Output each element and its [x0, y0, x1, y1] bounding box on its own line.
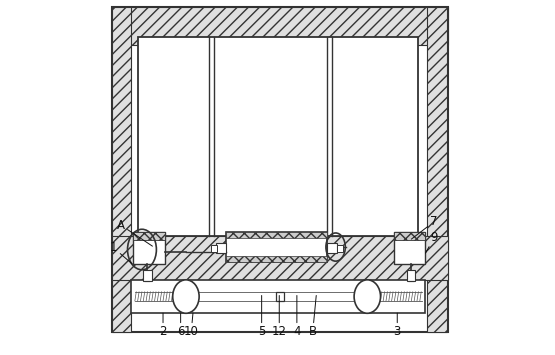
Text: 3: 3 [393, 313, 401, 338]
Ellipse shape [173, 280, 199, 313]
Text: 4: 4 [293, 295, 301, 338]
Bar [407, 270, 415, 282]
Bar [143, 270, 152, 282]
Text: A: A [117, 219, 153, 246]
Bar [226, 232, 327, 239]
Bar [133, 232, 165, 240]
Bar [427, 7, 447, 333]
Bar [112, 7, 132, 333]
Bar [226, 232, 327, 262]
Bar [393, 232, 426, 264]
Bar [337, 245, 343, 252]
Bar [393, 232, 426, 240]
Text: 5: 5 [258, 295, 265, 338]
Text: 6: 6 [177, 313, 184, 338]
Bar [216, 243, 226, 253]
Text: 1: 1 [110, 241, 132, 264]
Text: 2: 2 [159, 313, 167, 338]
Bar [132, 280, 426, 313]
Ellipse shape [354, 280, 381, 313]
Text: 7: 7 [411, 215, 438, 239]
Bar [138, 37, 418, 236]
Bar [210, 245, 217, 252]
Bar [226, 256, 327, 262]
Text: B: B [309, 295, 317, 338]
Text: 12: 12 [272, 295, 287, 338]
Text: 9: 9 [426, 231, 438, 253]
Bar [112, 7, 448, 45]
Text: 10: 10 [184, 313, 199, 338]
Bar [276, 292, 284, 301]
Bar [327, 243, 337, 253]
Bar [112, 236, 448, 280]
Bar [133, 232, 165, 264]
